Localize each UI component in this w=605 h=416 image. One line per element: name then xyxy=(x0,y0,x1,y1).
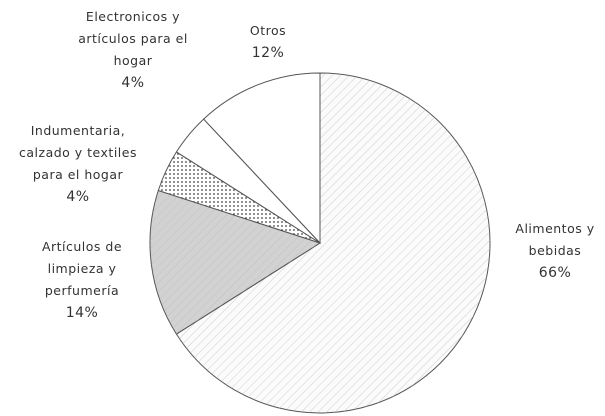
slice-label: Indumentaria, calzado y textiles para el… xyxy=(8,120,148,208)
slice-label: Artículos de limpieza y perfumería 14% xyxy=(22,236,142,324)
category-label: Electronicos y artículos para el hogar xyxy=(78,9,188,68)
category-label: Otros xyxy=(249,23,287,38)
category-label: Indumentaria, calzado y textiles para el… xyxy=(19,123,137,182)
slice-label: Otros 12% xyxy=(228,20,308,64)
category-label: Artículos de limpieza y perfumería xyxy=(41,239,123,298)
slice-pattern xyxy=(158,151,320,243)
value-label: 4% xyxy=(121,75,145,91)
value-label: 4% xyxy=(66,189,90,205)
value-label: 12% xyxy=(251,45,285,61)
slice-pattern xyxy=(150,190,320,335)
value-label: 14% xyxy=(65,305,99,321)
value-label: 66% xyxy=(538,265,572,281)
pie-slice xyxy=(202,72,321,245)
category-label: Alimentos y bebidas xyxy=(515,221,595,258)
slice-label: Alimentos y bebidas 66% xyxy=(495,218,605,284)
slice-label: Electronicos y artículos para el hogar 4% xyxy=(58,6,208,94)
slice-pattern xyxy=(176,73,491,413)
